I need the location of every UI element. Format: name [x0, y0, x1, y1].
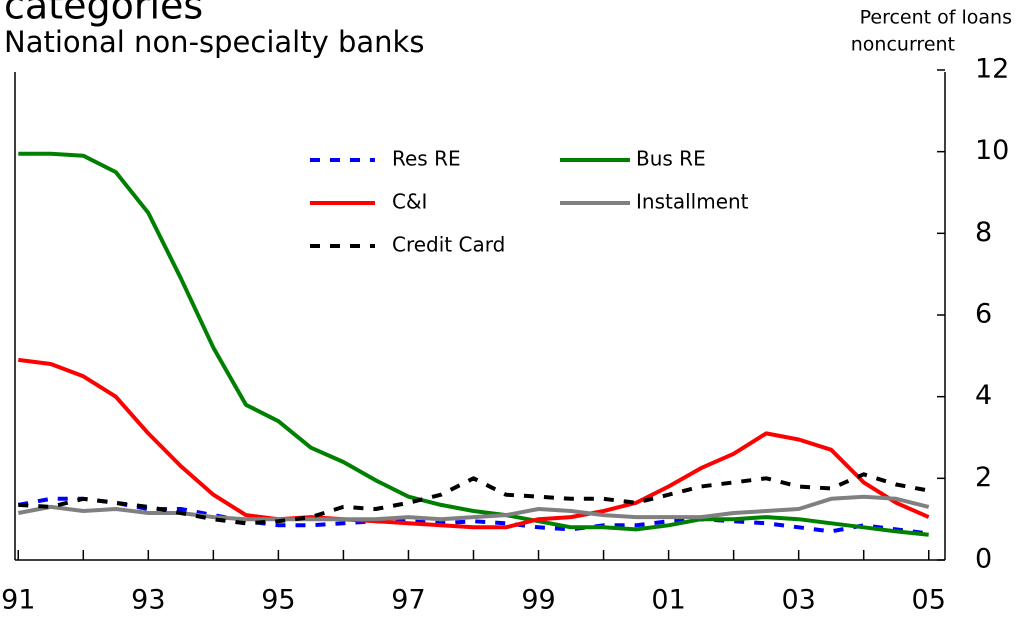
x-tick-label: 05 [912, 585, 946, 616]
y-tick-label: 4 [975, 380, 992, 411]
x-tick-label: 91 [1, 585, 35, 616]
legend-label: C&I [392, 190, 427, 214]
series-line [18, 151, 929, 537]
y-axis-label: Percent of loans [860, 7, 1012, 29]
series-line [18, 472, 930, 526]
series-line [17, 496, 929, 536]
x-tick-label: 95 [261, 585, 295, 616]
y-tick-label: 6 [975, 299, 992, 330]
legend-label: Res RE [392, 147, 461, 171]
chart-title: categories [4, 0, 203, 28]
x-tick-label: 97 [391, 585, 425, 616]
series-line [18, 357, 930, 530]
legend-label: Bus RE [636, 147, 706, 171]
y-axis-label: noncurrent [851, 34, 955, 56]
x-tick-label: 99 [521, 585, 555, 616]
chart-subtitle: National non-specialty banks [4, 25, 424, 59]
series-line [17, 494, 930, 522]
x-tick-label: 93 [131, 585, 165, 616]
legend-label: Installment [636, 190, 749, 214]
y-tick-label: 2 [975, 462, 992, 493]
x-tick-label: 03 [781, 585, 815, 616]
y-tick-label: 8 [975, 217, 992, 248]
x-tick-label: 01 [651, 585, 685, 616]
legend-label: Credit Card [392, 233, 505, 257]
y-tick-label: 12 [975, 54, 1009, 85]
y-tick-label: 10 [975, 135, 1009, 166]
y-tick-label: 0 [975, 544, 992, 575]
